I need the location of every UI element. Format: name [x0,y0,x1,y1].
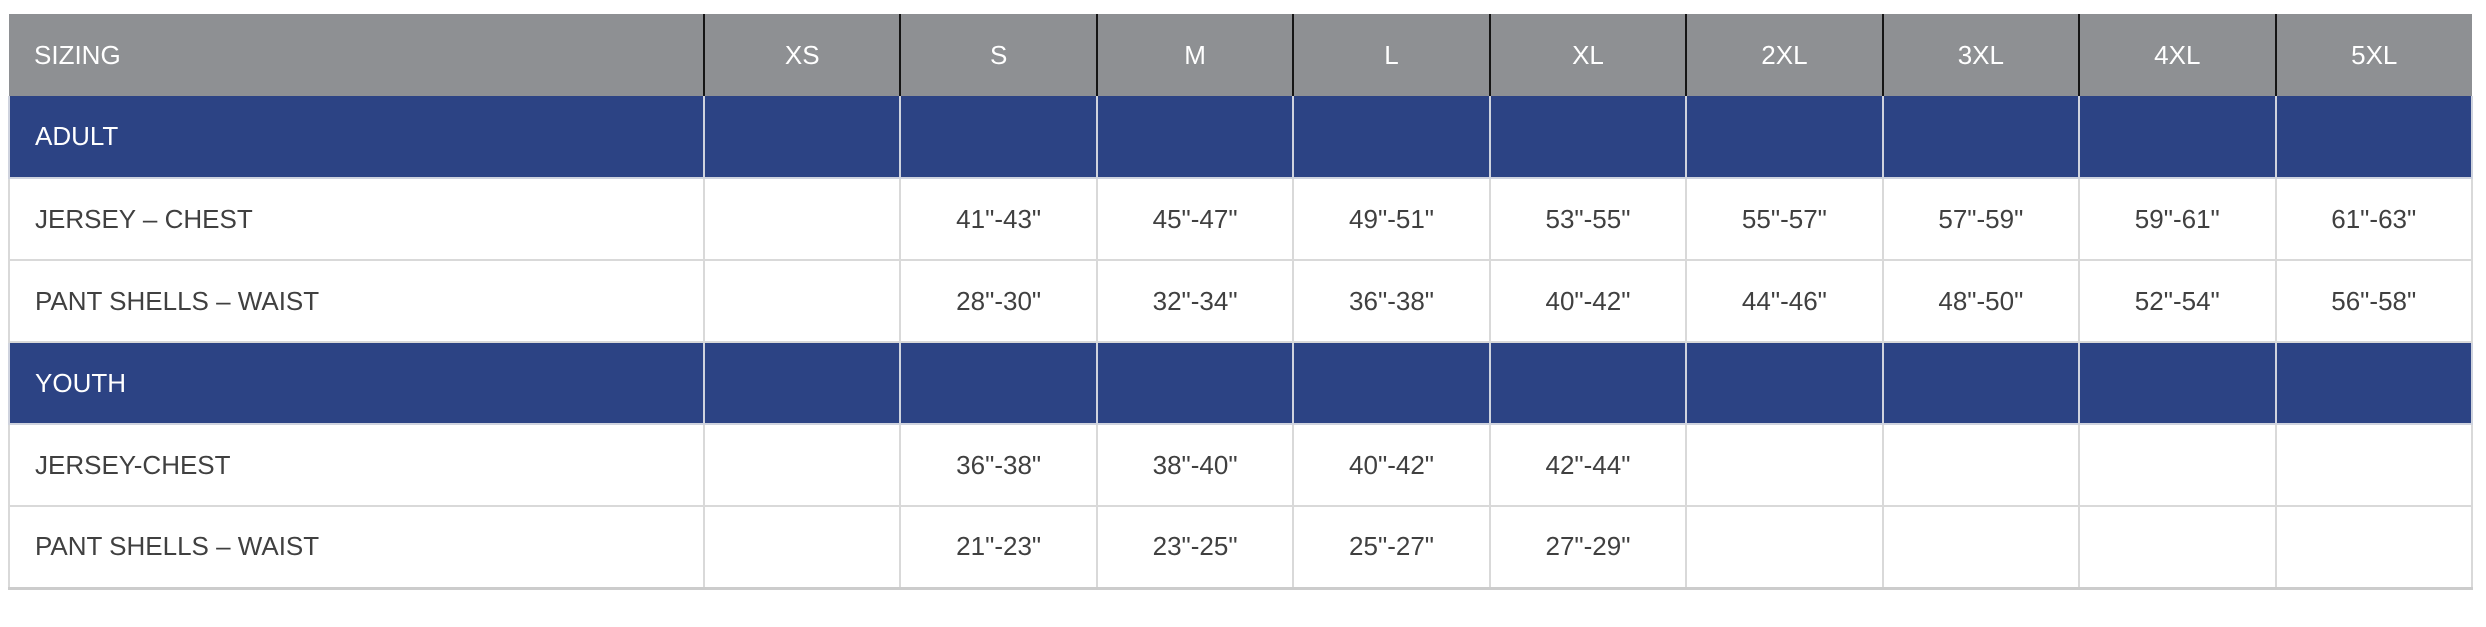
section-spacer-cell [1095,96,1295,179]
size-value-cell [2078,505,2277,590]
row-label-cell: JERSEY – CHEST [8,177,705,261]
sizing-header-cell: SIZING [9,14,705,96]
section-row-adult: ADULT [8,96,2473,179]
row-label-cell: PANT SHELLS – WAIST [8,259,705,343]
size-value-cell: 27"-29" [1488,505,1688,590]
table-row-adult-jersey-chest: JERSEY – CHEST 41"-43" 45"-47" 49"-51" 5… [8,177,2473,261]
section-spacer-cell [2078,96,2277,179]
section-spacer-cell [1292,96,1491,179]
size-header-5xl: 5XL [2275,14,2472,96]
size-header-xl: XL [1489,14,1688,96]
size-value-cell: 48"-50" [1881,259,2081,343]
section-spacer-cell [2274,96,2473,179]
section-spacer-cell [702,342,902,425]
size-value-cell [1881,423,2081,507]
size-value-cell: 32"-34" [1095,259,1295,343]
sizing-table-header: SIZING XS S M L XL 2XL 3XL 4XL 5XL [9,14,2472,96]
size-header-m: M [1096,14,1295,96]
size-value-cell [702,505,902,590]
sizing-table-body: ADULT JERSEY – CHEST 41"-43" 45"-47" 49"… [8,96,2473,590]
size-value-cell: 45"-47" [1095,177,1295,261]
size-value-cell [2274,505,2473,590]
size-value-cell: 36"-38" [1292,259,1491,343]
size-value-cell [2274,423,2473,507]
section-spacer-cell [1095,342,1295,425]
size-header-s: S [900,14,1098,96]
size-value-cell: 40"-42" [1488,259,1688,343]
size-value-cell: 38"-40" [1095,423,1295,507]
table-row-youth-jersey-chest: JERSEY-CHEST 36"-38" 38"-40" 40"-42" 42"… [8,423,2473,507]
size-value-cell: 56"-58" [2274,259,2473,343]
section-spacer-cell [1881,342,2081,425]
size-value-cell [702,177,902,261]
row-label-cell: JERSEY-CHEST [8,423,705,507]
table-row-youth-pant-shells-waist: PANT SHELLS – WAIST 21"-23" 23"-25" 25"-… [8,505,2473,590]
size-value-cell: 61"-63" [2274,177,2473,261]
section-spacer-cell [2274,342,2473,425]
size-value-cell [1685,505,1884,590]
section-label-cell: ADULT [8,96,705,179]
section-spacer-cell [702,96,902,179]
row-label-cell: PANT SHELLS – WAIST [8,505,705,590]
size-value-cell: 23"-25" [1095,505,1295,590]
size-value-cell: 40"-42" [1292,423,1491,507]
size-value-cell: 25"-27" [1292,505,1491,590]
size-value-cell: 49"-51" [1292,177,1491,261]
section-spacer-cell [1881,96,2081,179]
size-value-cell [702,259,902,343]
size-value-cell: 21"-23" [899,505,1098,590]
size-value-cell: 52"-54" [2078,259,2277,343]
header-row: SIZING XS S M L XL 2XL 3XL 4XL 5XL [9,14,2472,96]
section-label-cell: YOUTH [8,342,705,425]
size-value-cell: 28"-30" [899,259,1098,343]
table-row-adult-pant-shells-waist: PANT SHELLS – WAIST 28"-30" 32"-34" 36"-… [8,259,2473,343]
size-value-cell [1881,505,2081,590]
size-header-l: L [1293,14,1491,96]
size-value-cell: 44"-46" [1685,259,1884,343]
section-spacer-cell [2078,342,2277,425]
size-value-cell: 53"-55" [1488,177,1688,261]
size-value-cell: 42"-44" [1488,423,1688,507]
size-value-cell: 55"-57" [1685,177,1884,261]
size-value-cell: 36"-38" [899,423,1098,507]
size-value-cell [702,423,902,507]
size-value-cell: 59"-61" [2078,177,2277,261]
sizing-table: SIZING XS S M L XL 2XL 3XL 4XL 5XL ADULT [8,14,2473,590]
section-row-youth: YOUTH [8,342,2473,425]
size-header-2xl: 2XL [1686,14,1884,96]
size-value-cell [1685,423,1884,507]
size-value-cell [2078,423,2277,507]
section-spacer-cell [1685,96,1884,179]
section-spacer-cell [1488,342,1688,425]
section-spacer-cell [1292,342,1491,425]
size-value-cell: 41"-43" [899,177,1098,261]
section-spacer-cell [899,96,1098,179]
size-header-4xl: 4XL [2079,14,2277,96]
size-value-cell: 57"-59" [1881,177,2081,261]
section-spacer-cell [1488,96,1688,179]
size-header-xs: XS [704,14,902,96]
section-spacer-cell [899,342,1098,425]
size-header-3xl: 3XL [1882,14,2081,96]
section-spacer-cell [1685,342,1884,425]
